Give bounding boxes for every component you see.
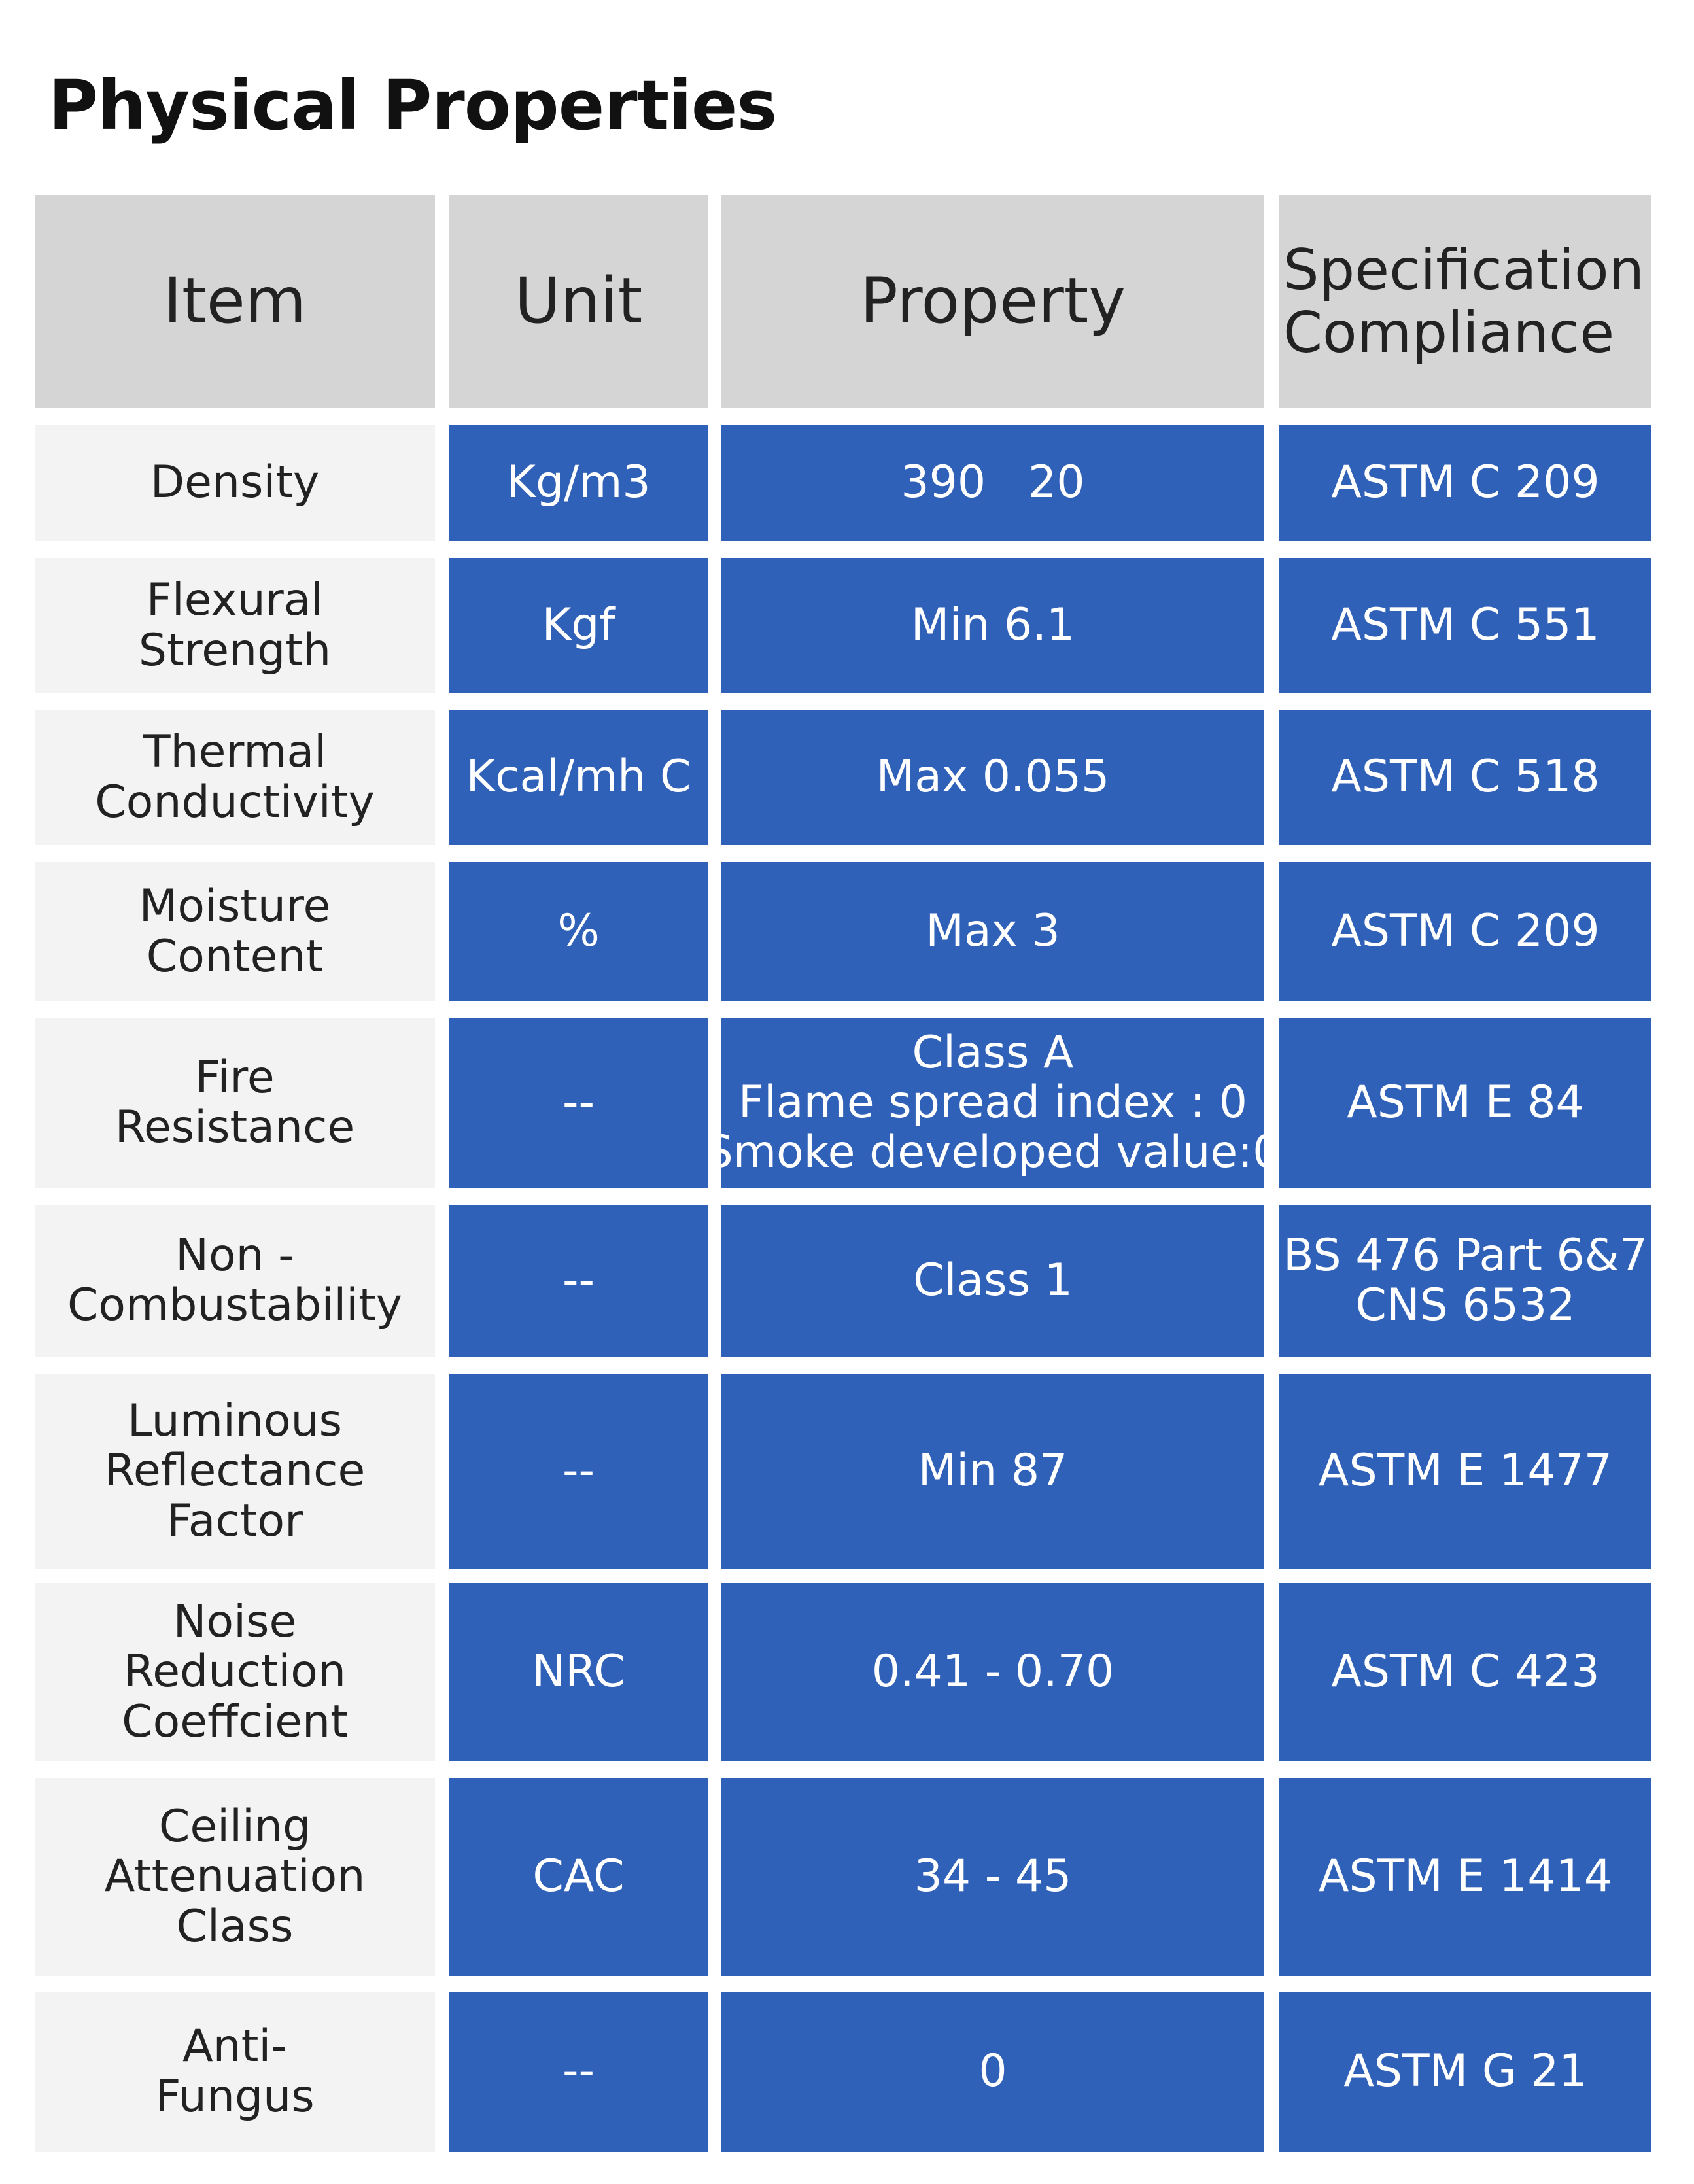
table-cell: Min 6.1	[721, 558, 1264, 693]
page-title: Physical Properties	[48, 65, 777, 145]
table-cell: ASTM C 423	[1279, 1583, 1651, 1761]
column-header: Item	[35, 195, 435, 408]
table-cell: ASTM C 518	[1279, 710, 1651, 845]
row-label: Anti- Fungus	[35, 1992, 435, 2152]
table-cell: 34 - 45	[721, 1778, 1264, 1976]
table-cell: Kg/m3	[449, 425, 708, 541]
table-cell: ASTM E 1414	[1279, 1778, 1651, 1976]
row-label: Luminous Reflectance Factor	[35, 1374, 435, 1569]
table-cell: ASTM E 1477	[1279, 1374, 1651, 1569]
table-cell: 390 20	[721, 425, 1264, 541]
table-cell: Min 87	[721, 1374, 1264, 1569]
column-header: Unit	[449, 195, 708, 408]
row-label: Thermal Conductivity	[35, 710, 435, 845]
row-label: Fire Resistance	[35, 1018, 435, 1188]
table-cell: --	[449, 1992, 708, 2152]
table-cell: ASTM C 209	[1279, 862, 1651, 1001]
table-cell: --	[449, 1018, 708, 1188]
table-cell: Max 0.055	[721, 710, 1264, 845]
table-cell: Class A Flame spread index : 0 Smoke dev…	[705, 1018, 1281, 1188]
table-cell: 0.41 - 0.70	[721, 1583, 1264, 1761]
table-cell: ASTM C 551	[1279, 558, 1651, 693]
column-header: Property	[721, 195, 1264, 408]
table-cell: %	[449, 862, 708, 1001]
table-cell: Kgf	[449, 558, 708, 693]
table-cell: NRC	[449, 1583, 708, 1761]
row-label: Density	[35, 425, 435, 541]
row-label: Non - Combustability	[35, 1205, 435, 1357]
table-cell: Kcal/mh C	[449, 710, 708, 845]
table-cell: ASTM E 84	[1279, 1018, 1651, 1188]
table-cell: Class 1	[721, 1205, 1264, 1357]
table-cell: ASTM C 209	[1279, 425, 1651, 541]
table-cell: 0	[721, 1992, 1264, 2152]
table-cell: --	[449, 1374, 708, 1569]
row-label: Noise Reduction Coeffcient	[35, 1583, 435, 1761]
table-cell: --	[449, 1205, 708, 1357]
table-cell: ASTM G 21	[1279, 1992, 1651, 2152]
row-label: Flexural Strength	[35, 558, 435, 693]
row-label: Ceiling Attenuation Class	[35, 1778, 435, 1976]
table-cell: BS 476 Part 6&7 CNS 6532	[1279, 1205, 1651, 1357]
table-cell: CAC	[449, 1778, 708, 1976]
column-header: Specification Compliance	[1279, 195, 1651, 408]
row-label: Moisture Content	[35, 862, 435, 1001]
table-cell: Max 3	[721, 862, 1264, 1001]
